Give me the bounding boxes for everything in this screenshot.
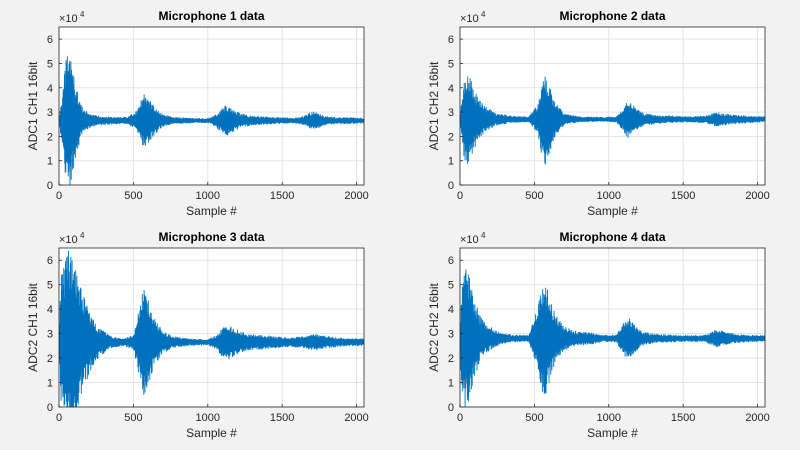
y-exponent-label: ×10 bbox=[59, 13, 78, 25]
y-tick-label: 4 bbox=[47, 304, 53, 316]
y-tick-label: 0 bbox=[448, 180, 454, 192]
y-tick-label: 0 bbox=[47, 180, 53, 192]
y-tick-label: 6 bbox=[47, 255, 53, 267]
x-tick-label: 2000 bbox=[344, 190, 368, 202]
y-tick-label: 5 bbox=[47, 58, 53, 70]
x-axis-label: Sample # bbox=[186, 204, 237, 218]
y-tick-label: 5 bbox=[448, 58, 454, 70]
x-tick-label: 0 bbox=[457, 412, 463, 424]
x-tick-label: 500 bbox=[525, 190, 543, 202]
y-tick-label: 4 bbox=[448, 304, 454, 316]
x-tick-label: 2000 bbox=[745, 412, 769, 424]
y-tick-label: 2 bbox=[47, 353, 53, 365]
axes-box bbox=[459, 247, 766, 408]
axes-box bbox=[459, 26, 766, 186]
plot-area bbox=[460, 248, 765, 407]
x-axis-label: Sample # bbox=[587, 204, 638, 218]
y-exponent-label: ×10 bbox=[460, 234, 479, 246]
y-exponent-label: ×10 bbox=[460, 13, 479, 25]
y-tick-label: 6 bbox=[448, 34, 454, 46]
y-axis-label: ADC2 CH2 16bit bbox=[427, 282, 441, 371]
y-exponent-power: 4 bbox=[481, 231, 486, 240]
axes-box bbox=[58, 247, 365, 408]
x-tick-label: 1500 bbox=[270, 412, 294, 424]
axes-box bbox=[58, 26, 365, 186]
y-tick-label: 1 bbox=[448, 156, 454, 168]
y-tick-label: 5 bbox=[47, 280, 53, 292]
plot-area bbox=[59, 27, 364, 185]
x-tick-label: 2000 bbox=[745, 190, 769, 202]
y-tick-label: 3 bbox=[47, 329, 53, 341]
chart-title: Microphone 4 data bbox=[559, 230, 665, 244]
x-tick-label: 1500 bbox=[671, 412, 695, 424]
y-tick-label: 6 bbox=[448, 255, 454, 267]
y-exponent-label: ×10 bbox=[59, 234, 78, 246]
y-axis-label: ADC1 CH1 16bit bbox=[26, 61, 40, 150]
y-exponent-power: 4 bbox=[80, 231, 85, 240]
y-tick-label: 4 bbox=[47, 83, 53, 95]
x-tick-label: 1500 bbox=[671, 190, 695, 202]
x-tick-label: 1000 bbox=[196, 412, 220, 424]
x-tick-label: 500 bbox=[124, 412, 142, 424]
y-tick-label: 3 bbox=[47, 107, 53, 119]
series-line-microphone-2 bbox=[460, 76, 765, 165]
x-tick-label: 1000 bbox=[597, 412, 621, 424]
y-tick-label: 0 bbox=[448, 402, 454, 414]
x-tick-label: 0 bbox=[56, 412, 62, 424]
y-axis-label: ADC2 CH1 16bit bbox=[26, 282, 40, 371]
y-tick-label: 2 bbox=[448, 353, 454, 365]
chart-title: Microphone 3 data bbox=[158, 230, 264, 244]
series-line-microphone-4 bbox=[460, 269, 765, 407]
y-tick-label: 3 bbox=[448, 329, 454, 341]
y-tick-label: 1 bbox=[47, 156, 53, 168]
x-tick-label: 1500 bbox=[270, 190, 294, 202]
series-line-microphone-3 bbox=[59, 250, 364, 407]
y-tick-label: 3 bbox=[448, 107, 454, 119]
y-tick-label: 1 bbox=[448, 378, 454, 390]
x-tick-label: 1000 bbox=[597, 190, 621, 202]
y-tick-label: 0 bbox=[47, 402, 53, 414]
x-axis-label: Sample # bbox=[587, 426, 638, 440]
chart-title: Microphone 2 data bbox=[559, 9, 665, 23]
x-tick-label: 500 bbox=[525, 412, 543, 424]
y-exponent-power: 4 bbox=[80, 10, 85, 19]
x-axis-label: Sample # bbox=[186, 426, 237, 440]
y-tick-label: 5 bbox=[448, 280, 454, 292]
x-tick-label: 500 bbox=[124, 190, 142, 202]
chart-title: Microphone 1 data bbox=[158, 9, 264, 23]
y-axis-label: ADC1 CH2 16bit bbox=[427, 61, 441, 150]
y-tick-label: 4 bbox=[448, 83, 454, 95]
x-tick-label: 2000 bbox=[344, 412, 368, 424]
y-tick-label: 2 bbox=[47, 131, 53, 143]
x-tick-label: 1000 bbox=[196, 190, 220, 202]
y-exponent-power: 4 bbox=[481, 10, 486, 19]
plot-area bbox=[59, 248, 364, 407]
y-tick-label: 2 bbox=[448, 131, 454, 143]
x-tick-label: 0 bbox=[56, 190, 62, 202]
plot-area bbox=[460, 27, 765, 185]
y-tick-label: 6 bbox=[47, 34, 53, 46]
y-tick-label: 1 bbox=[47, 378, 53, 390]
x-tick-label: 0 bbox=[457, 190, 463, 202]
series-line-microphone-1 bbox=[59, 56, 364, 185]
